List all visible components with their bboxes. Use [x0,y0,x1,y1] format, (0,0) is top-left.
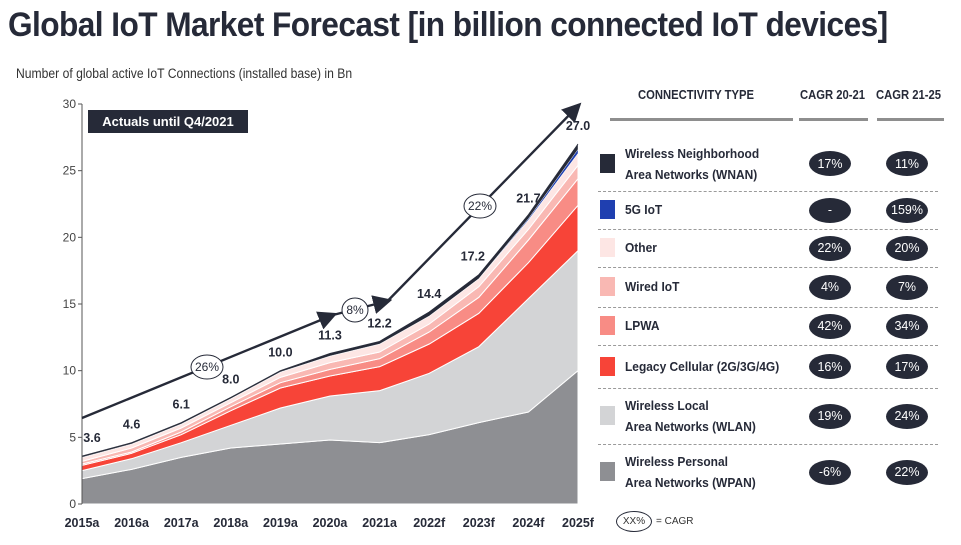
legend-label: Wired IoT [625,279,680,294]
legend-row: LPWA 42% 34% [598,307,938,346]
total-data-label: 27.0 [566,119,590,133]
cagr-oval [190,354,224,380]
x-tick-label: 2017a [164,516,200,530]
cagr-20-21-badge: 4% [809,274,851,300]
cagr-20-21-badge: 22% [809,235,851,261]
cagr-oval [463,193,497,219]
total-outline [81,143,579,457]
y-tick-label: 30 [63,97,77,111]
cagr-21-25-badge: 17% [886,354,928,379]
cagr-label: 8% [346,303,364,317]
legend-row: Legacy Cellular (2G/3G/4G) 16% 17% [598,345,938,389]
x-tick-label: 2021a [362,516,398,530]
legend-swatch [600,277,615,296]
cagr-label: 22% [468,199,492,213]
x-tick-label: 2020a [313,516,349,530]
chart-subtitle: Number of global active IoT Connections … [16,66,353,81]
legend-label: 5G IoT [625,202,663,217]
header-divider [877,118,944,121]
total-data-label: 14.4 [417,287,441,301]
cagr-footnote-text: = CAGR [656,516,694,527]
total-data-label: 4.6 [123,418,140,432]
total-data-label: 6.1 [173,398,190,412]
total-data-label: 21.7 [516,192,540,206]
cagr-20-21-badge: 16% [809,354,851,379]
cagr-21-25-badge: 20% [886,235,928,261]
cagr-footnote: XX% = CAGR [616,511,694,532]
legend-swatch [600,462,615,481]
x-tick-label: 2019a [263,516,299,530]
legend-label-line2: Area Networks (WNAN) [625,166,758,182]
header-divider [799,118,868,121]
header-cagr-20-21: CAGR 20-21 [800,88,866,102]
y-tick-label: 5 [69,430,76,444]
page-title: Global IoT Market Forecast [in billion c… [8,6,888,44]
x-tick-label: 2016a [114,516,150,530]
x-tick-label: 2022f [413,516,446,530]
y-tick-label: 20 [63,230,77,244]
legend-label-line2: Area Networks (WPAN) [625,475,756,490]
legend-label-line2: Area Networks (WLAN) [625,419,756,434]
legend-row: Wired IoT 4% 7% [598,267,938,308]
cagr-label: 26% [195,360,219,374]
cagr-21-25-badge: 22% [886,459,928,485]
legend-label: Wireless Neighborhood [625,145,760,161]
header-connectivity-type: CONNECTIVITY TYPE [638,88,755,102]
cagr-21-25-badge: 159% [886,197,928,223]
legend-swatch [600,316,615,335]
legend-swatch [600,153,615,173]
cagr-21-25-badge: 34% [886,313,928,339]
cagr-21-25-badge: 24% [886,403,928,429]
legend-label: LPWA [625,318,660,333]
y-tick-label: 15 [63,297,77,311]
cagr-20-21-badge: - [809,197,851,223]
legend-label: Other [625,240,657,255]
header-cagr-21-25: CAGR 21-25 [876,88,942,102]
legend-swatch [600,200,615,219]
header-divider [610,118,793,121]
y-tick-label: 0 [69,497,76,511]
x-tick-label: 2018a [213,516,249,530]
cagr-21-25-badge: 11% [886,151,928,176]
legend-row: 5G IoT - 159% [598,191,938,230]
x-tick-label: 2025f [562,516,595,530]
total-data-label: 11.3 [318,328,342,342]
cagr-20-21-badge: 19% [809,403,851,429]
total-data-label: 10.0 [268,346,292,360]
cagr-oval [341,297,369,323]
cagr-20-21-badge: 17% [809,151,851,176]
y-tick-label: 10 [63,364,77,378]
legend-row: Wireless Personal Area Networks (WPAN) -6%… [598,444,938,500]
y-tick-label: 25 [63,164,77,178]
legend-label: Legacy Cellular (2G/3G/4G) [625,358,780,374]
legend-swatch [600,406,615,425]
total-data-label: 3.6 [83,431,100,445]
x-tick-label: 2015a [65,516,101,530]
total-data-label: 12.2 [367,316,391,330]
cagr-21-25-badge: 7% [886,274,928,300]
total-data-label: 8.0 [222,372,239,386]
actuals-note: Actuals until Q4/2021 [88,110,248,133]
legend-row: Wireless Local Area Networks (WLAN) 19% 24% [598,388,938,445]
cagr-20-21-badge: -6% [809,459,851,485]
x-tick-label: 2024f [512,516,545,530]
total-data-label: 17.2 [461,250,485,264]
legend-label: Wireless Personal [625,454,728,469]
x-tick-label: 2023f [463,516,496,530]
legend-label: Wireless Local [625,398,709,413]
legend-swatch [600,238,615,257]
cagr-oval-symbol: XX% [616,511,652,532]
legend-swatch [600,356,615,376]
legend-row: Other 22% 20% [598,229,938,268]
cagr-20-21-badge: 42% [809,313,851,339]
legend-row: Wireless Neighborhood Area Networks (WNAN… [598,136,938,192]
